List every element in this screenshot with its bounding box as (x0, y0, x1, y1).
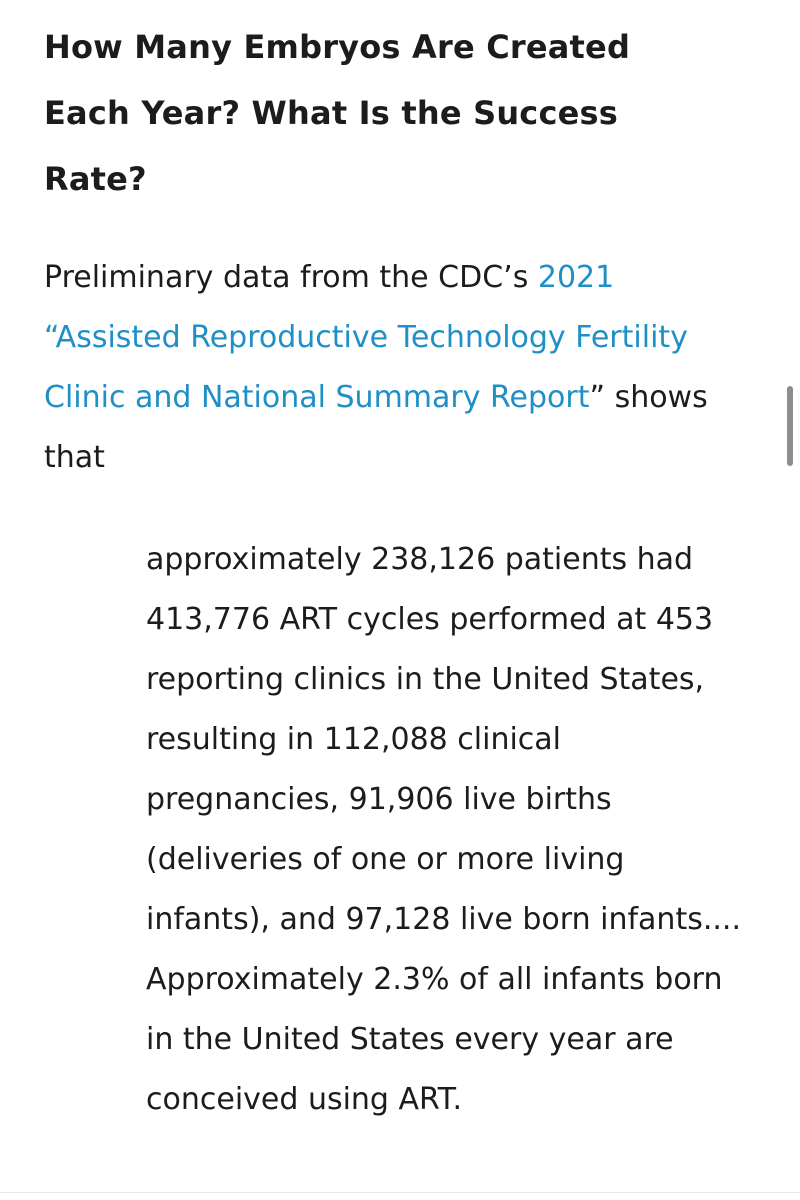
article-heading: How Many Embryos Are Created Each Year? … (44, 28, 631, 198)
intro-text-after-link: ” shows that (44, 380, 708, 475)
bottom-divider (0, 1192, 800, 1193)
intro-paragraph: Preliminary data from the CDC’s 2021 “As… (44, 248, 734, 488)
intro-text-before-link: Preliminary data from the CDC’s (44, 260, 538, 295)
scrollbar-thumb[interactable] (787, 386, 793, 466)
cdc-report-link[interactable]: 2021 “Assisted Reproductive Technology F… (44, 260, 688, 415)
report-blockquote: approximately 238,126 patients had 413,7… (146, 542, 741, 1117)
